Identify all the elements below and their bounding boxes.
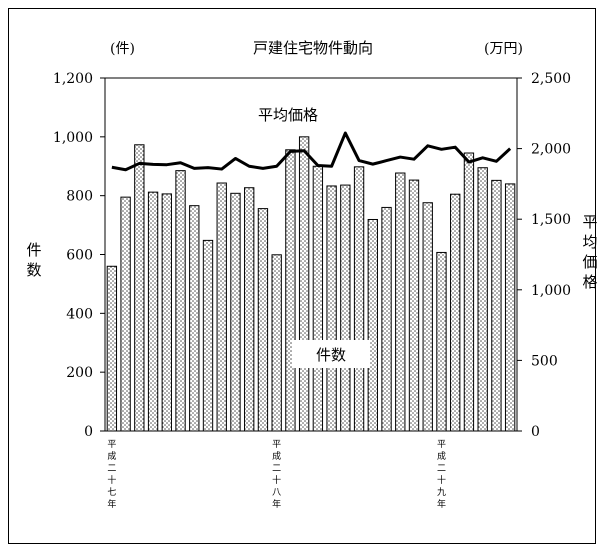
right-tick-label: 2,000	[531, 142, 571, 158]
bar	[436, 251, 447, 432]
left-unit-label: (件)	[110, 41, 135, 57]
right-tick-label: 500	[531, 353, 558, 369]
right-axis-title: 平均価格	[582, 213, 597, 291]
x-axis-label: 平成二十八年	[272, 439, 281, 510]
x-axis-labels: 平成二十七年 平成二十八年 平成二十九年	[107, 439, 446, 510]
left-axis: 1,200 1,000 800 600 400 200 0	[53, 71, 105, 440]
left-tick-label: 400	[66, 306, 93, 322]
average-price-line	[111, 131, 512, 172]
bar	[408, 179, 420, 432]
bar-series-annotation: 件数	[316, 346, 346, 364]
bar	[491, 179, 502, 432]
bar	[161, 193, 172, 432]
bar	[216, 182, 227, 432]
bar	[463, 152, 475, 432]
bar	[504, 183, 516, 432]
bar	[271, 254, 282, 432]
bar	[367, 218, 378, 432]
left-tick-label: 1,200	[53, 71, 93, 87]
x-axis-label: 平成二十七年	[107, 439, 116, 510]
bar	[106, 265, 118, 432]
right-unit-label: (万円)	[484, 41, 523, 57]
right-tick-label: 1,500	[531, 212, 571, 228]
bar	[326, 185, 337, 432]
bar	[477, 167, 488, 432]
bar	[422, 202, 433, 432]
left-tick-label: 600	[66, 248, 93, 264]
bar	[120, 196, 131, 432]
bar	[230, 192, 241, 432]
bar	[298, 136, 310, 432]
bar	[312, 165, 324, 432]
bar	[381, 206, 392, 432]
bar	[395, 172, 406, 432]
right-tick-label: 0	[531, 424, 540, 440]
line-series	[111, 131, 512, 172]
bar	[257, 208, 269, 432]
bar-annotation-bg	[292, 340, 370, 368]
bar	[450, 193, 461, 432]
right-axis: 2,500 2,000 1,500 1,000 500 0	[517, 71, 571, 440]
bar	[147, 191, 159, 432]
left-tick-label: 1,000	[53, 130, 93, 146]
left-tick-label: 800	[66, 189, 93, 205]
bar	[340, 184, 351, 432]
axis-title-text: 平均価格	[582, 213, 597, 291]
chart-title: 戸建住宅物件動向	[253, 39, 373, 57]
axis-title-text: 件数	[26, 241, 41, 279]
x-axis-label: 平成二十九年	[437, 439, 446, 510]
bar	[175, 170, 186, 432]
left-tick-label: 200	[66, 365, 93, 381]
bar	[285, 149, 296, 432]
left-tick-label: 0	[84, 424, 93, 440]
right-tick-label: 2,500	[531, 71, 571, 87]
bar	[134, 144, 145, 432]
bar-series	[106, 136, 516, 432]
bar	[189, 205, 200, 432]
line-series-annotation: 平均価格	[258, 106, 318, 124]
bar	[353, 166, 365, 432]
bar	[244, 187, 255, 432]
bar	[202, 239, 214, 432]
right-tick-label: 1,000	[531, 283, 571, 299]
left-axis-title: 件数	[26, 241, 41, 279]
